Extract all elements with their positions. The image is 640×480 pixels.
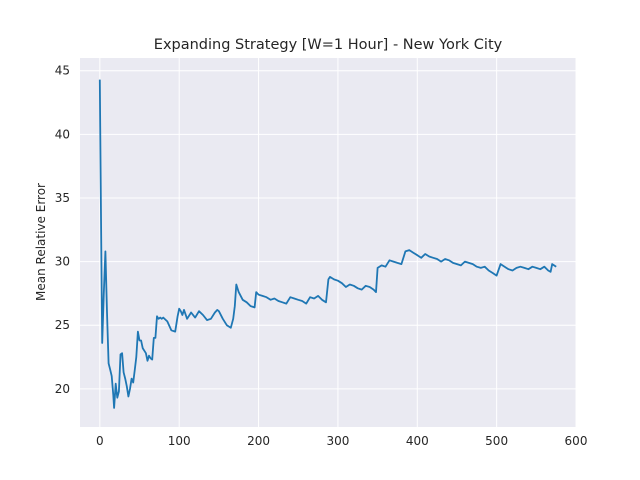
grid — [80, 58, 577, 427]
y-tick-label: 25 — [55, 318, 70, 332]
x-tick-labels: 0 100 200 300 400 500 600 — [96, 434, 587, 448]
y-axis-label: Mean Relative Error — [34, 183, 48, 301]
x-tick-label: 200 — [247, 434, 270, 448]
y-tick-labels: 20 25 30 35 40 45 — [55, 64, 70, 396]
series-line — [98, 79, 557, 409]
series-layer — [98, 79, 557, 409]
x-tick-label: 300 — [326, 434, 349, 448]
x-tick-label: 500 — [485, 434, 508, 448]
y-tick-label: 30 — [55, 255, 70, 269]
x-tick-label: 0 — [96, 434, 104, 448]
plot-background — [80, 58, 576, 427]
y-tick-label: 45 — [55, 64, 70, 78]
x-tick-label: 600 — [565, 434, 588, 448]
x-tick-label: 100 — [168, 434, 191, 448]
y-tick-label: 20 — [55, 382, 70, 396]
chart-title: Expanding Strategy [W=1 Hour] - New York… — [154, 37, 503, 53]
y-tick-label: 35 — [55, 191, 70, 205]
y-tick-label: 40 — [55, 127, 70, 141]
x-tick-label: 400 — [406, 434, 429, 448]
